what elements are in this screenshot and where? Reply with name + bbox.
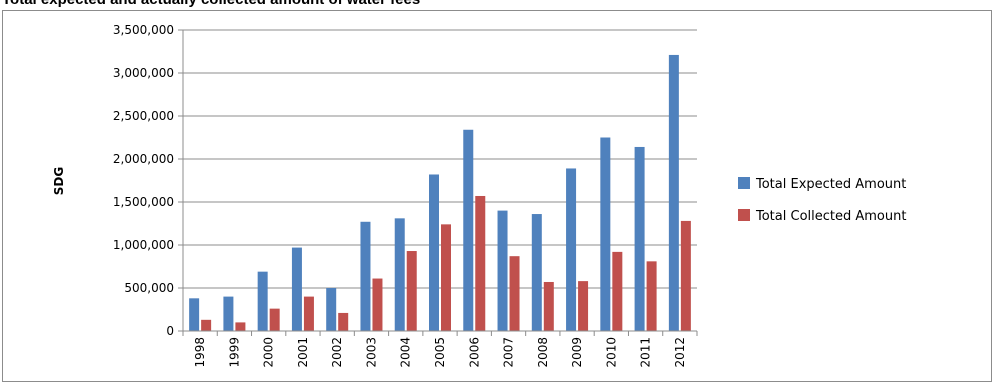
x-tick-labels: 1998 1999 2000 2001 2002 2003 2004 2005 2006 2007… — [193, 337, 687, 368]
bar-collected-2011 — [646, 261, 657, 331]
x-tick-label: 2009 — [570, 337, 584, 368]
chart-frame — [2, 10, 992, 382]
chart-title: Total expected and actually collected am… — [2, 0, 420, 8]
legend: Total Expected Amount Total Collected Amo… — [738, 177, 906, 224]
y-tick-label: 2,500,000 — [113, 109, 174, 123]
axes — [178, 29, 698, 336]
x-tick-label: 2012 — [673, 337, 687, 368]
bar-expected-2008 — [531, 214, 542, 331]
x-tick-label: 2010 — [604, 337, 618, 368]
y-tick-label: 1,000,000 — [113, 238, 174, 252]
bar-expected-1999 — [223, 296, 234, 331]
bar-collected-2006 — [475, 195, 486, 331]
y-tick-labels: 0 500,000 1,000,000 1,500,000 2,000,000 2,500… — [113, 23, 174, 338]
x-tick-label: 2008 — [536, 337, 550, 368]
x-tick-label: 2003 — [364, 337, 378, 368]
x-tick-label: 2000 — [262, 337, 276, 368]
bar-expected-2002 — [326, 288, 337, 331]
x-tick-label: 2007 — [502, 337, 516, 368]
bar-expected-2004 — [394, 218, 405, 331]
x-tick-label: 2002 — [330, 337, 344, 368]
y-tick-label: 3,500,000 — [113, 23, 174, 37]
bar-expected-2001 — [291, 247, 302, 331]
bar-collected-2010 — [612, 251, 623, 331]
bar-expected-2011 — [634, 146, 645, 331]
bar-expected-2003 — [360, 221, 371, 331]
bar-collected-2003 — [372, 278, 383, 331]
bar-expected-2000 — [257, 271, 268, 331]
legend-entry: Total Collected Amount — [755, 209, 906, 224]
bar-expected-2005 — [429, 174, 439, 331]
legend-swatch — [738, 209, 750, 221]
bar-collected-2001 — [303, 296, 314, 331]
x-tick-label: 2001 — [296, 337, 310, 368]
y-tick-label: 0 — [166, 324, 174, 338]
y-tick-label: 500,000 — [124, 281, 174, 295]
x-tick-label: 2011 — [639, 337, 653, 368]
x-tick-label: 2005 — [433, 337, 447, 368]
bar-collected-2000 — [269, 308, 280, 331]
x-tick-label: 1998 — [193, 337, 207, 368]
y-tick-label: 1,500,000 — [113, 195, 174, 209]
bar-expected-2012 — [668, 54, 679, 331]
x-tick-label: 2006 — [467, 337, 481, 368]
bar-expected-2006 — [463, 129, 474, 331]
y-tick-label: 3,000,000 — [113, 66, 174, 80]
bar-collected-2012 — [680, 220, 691, 331]
gridlines — [183, 29, 697, 289]
bar-collected-1999 — [235, 322, 246, 331]
x-tick-label: 2004 — [399, 337, 413, 368]
y-axis-label: SDG — [52, 167, 66, 195]
bar-collected-2009 — [578, 281, 589, 331]
bar-expected-1998 — [189, 298, 200, 331]
bar-expected-2010 — [600, 137, 611, 331]
bars — [189, 54, 691, 331]
bar-collected-1998 — [201, 319, 212, 331]
bar-collected-2007 — [509, 256, 520, 331]
x-tick-label: 1999 — [227, 337, 241, 368]
bar-collected-2005 — [441, 224, 451, 331]
bar-collected-2008 — [543, 281, 554, 331]
bar-collected-2002 — [338, 312, 349, 331]
legend-swatch — [738, 177, 750, 189]
bar-expected-2009 — [566, 168, 577, 331]
legend-entry: Total Expected Amount — [755, 177, 906, 192]
bar-collected-2004 — [406, 251, 417, 331]
bar-expected-2007 — [497, 210, 508, 331]
y-tick-label: 2,000,000 — [113, 152, 174, 166]
